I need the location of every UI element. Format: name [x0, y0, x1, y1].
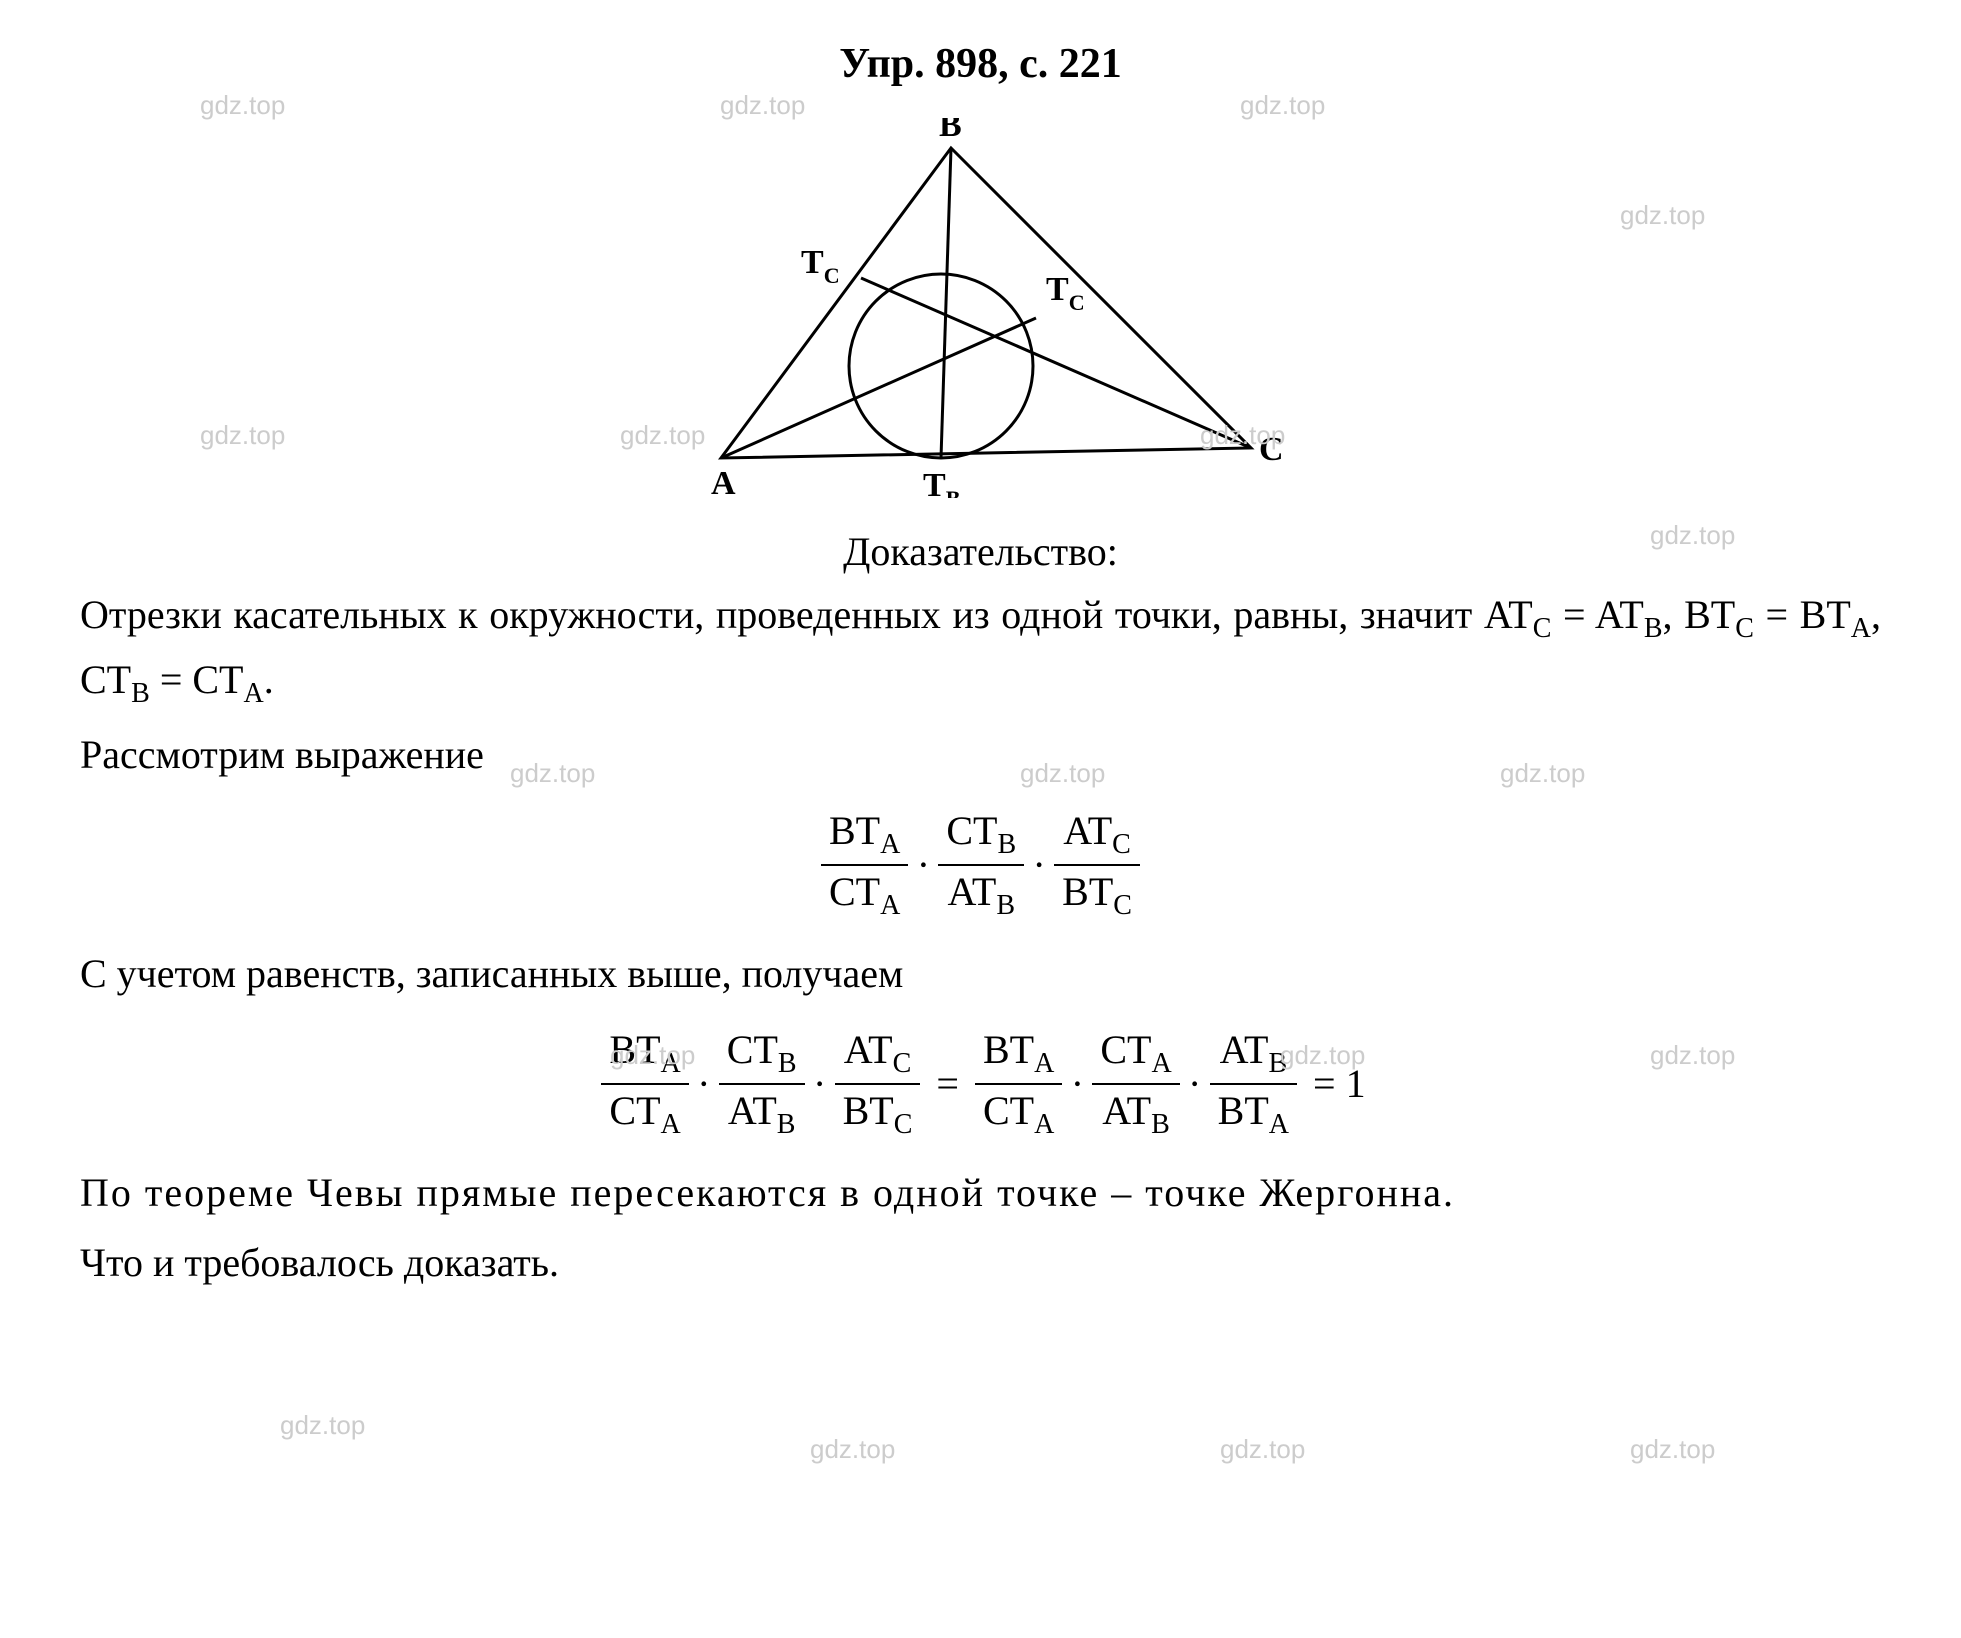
ceva-text: По теореме Чевы прямые пересекаются в од… [80, 1163, 1881, 1223]
proof-title: Доказательство: [80, 528, 1881, 575]
consider-text: Рассмотрим выражение [80, 725, 1881, 785]
diagram-container: ABCTCTCTB [80, 118, 1881, 498]
triangle-diagram: ABCTCTCTB [661, 118, 1301, 498]
svg-text:B: B [939, 118, 962, 144]
fraction-expression-1: BTACTA∙CTBATB∙ATCBTC [80, 805, 1881, 924]
text-segment: Отрезки касательных к окружности, провед… [80, 592, 1484, 637]
svg-text:TC: TC [801, 244, 840, 288]
svg-text:A: A [711, 465, 736, 498]
svg-text:TB: TB [923, 467, 961, 498]
qed-text: Что и требовалось доказать. [80, 1233, 1881, 1293]
watermark: gdz.top [280, 1410, 365, 1441]
watermark: gdz.top [1220, 1434, 1305, 1465]
watermark: gdz.top [1630, 1434, 1715, 1465]
tangent-text: Отрезки касательных к окружности, провед… [80, 585, 1881, 715]
substitution-text: С учетом равенств, записанных выше, полу… [80, 944, 1881, 1004]
watermark: gdz.top [1240, 90, 1325, 121]
watermark: gdz.top [720, 90, 805, 121]
exercise-header: Упр. 898, с. 221 [80, 40, 1881, 88]
watermark: gdz.top [200, 90, 285, 121]
watermark: gdz.top [810, 1434, 895, 1465]
svg-text:C: C [1259, 431, 1284, 468]
fraction-expression-2: BTACTA∙CTBATB∙ATCBTC=BTACTA∙CTAATB∙ATBBT… [80, 1024, 1881, 1143]
